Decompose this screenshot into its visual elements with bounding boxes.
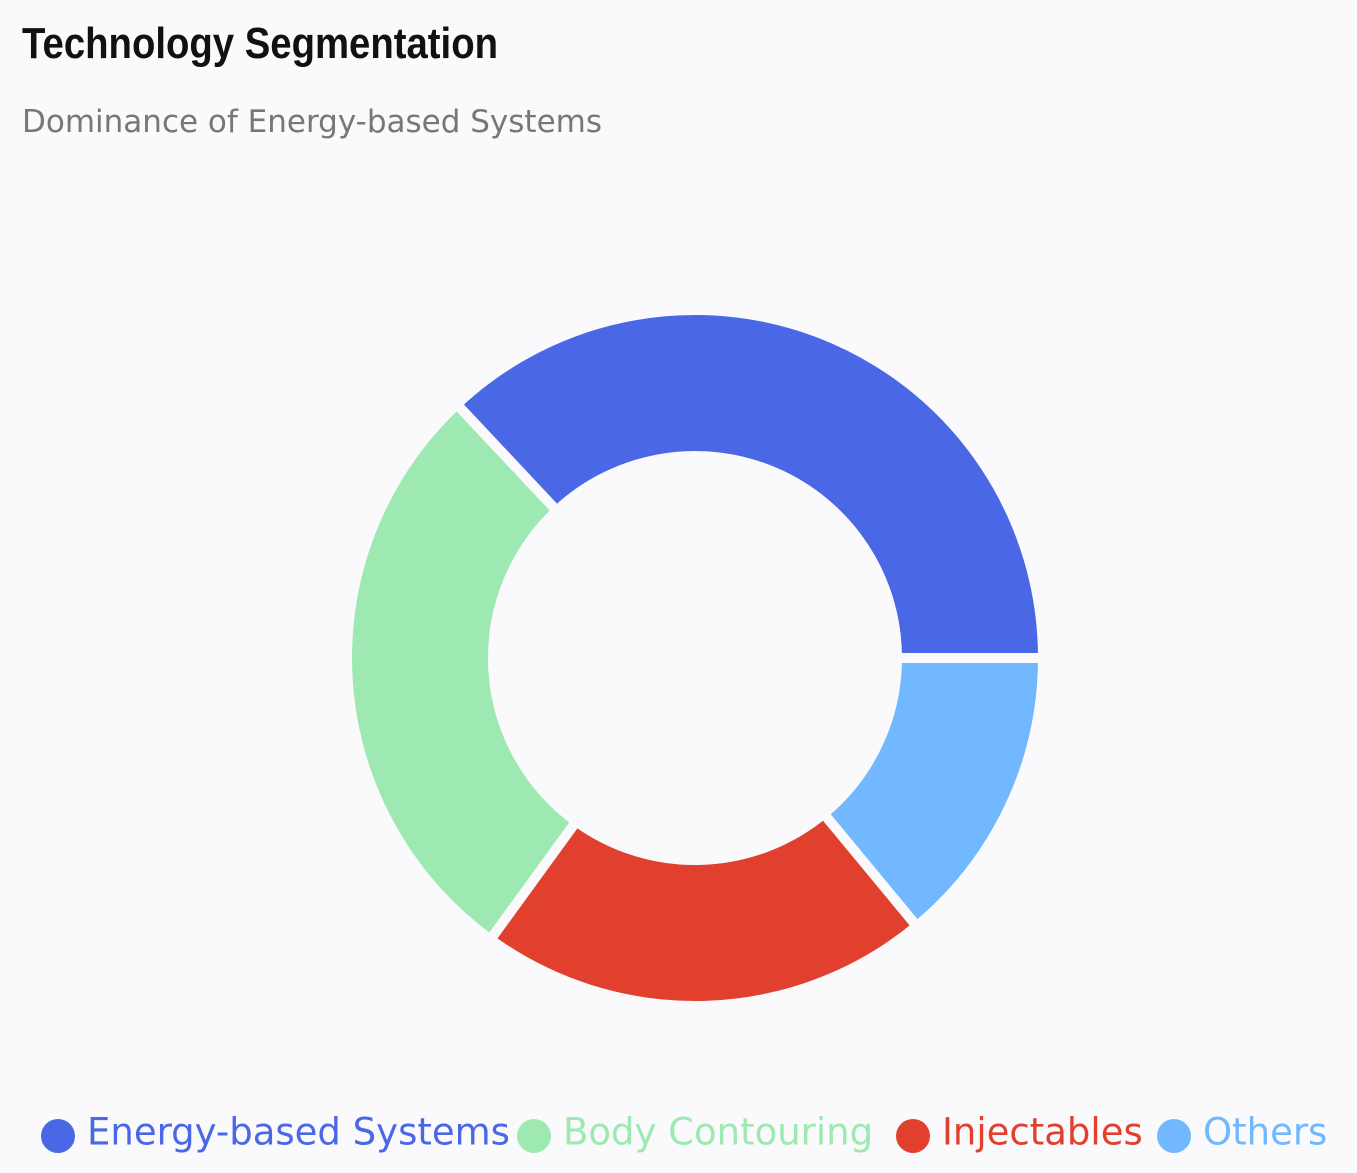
- donut-slice: [449, 305, 1049, 663]
- chart-subtitle: Dominance of Energy-based Systems: [22, 104, 602, 140]
- chart-title: Technology Segmentation: [22, 19, 498, 68]
- legend-text: Others: [1203, 1111, 1327, 1154]
- legend-text: Body Contouring: [563, 1111, 873, 1154]
- legend-text: Energy-based Systems: [87, 1111, 510, 1154]
- legend-text: Injectables: [942, 1111, 1143, 1154]
- legend-marker: [1157, 1119, 1191, 1153]
- legend-marker: [41, 1119, 75, 1153]
- donut-slice: [816, 653, 1049, 934]
- donut-slice: [483, 806, 924, 1011]
- donut-slice: [342, 397, 584, 947]
- legend-marker: [517, 1119, 551, 1153]
- legend-marker: [896, 1119, 930, 1153]
